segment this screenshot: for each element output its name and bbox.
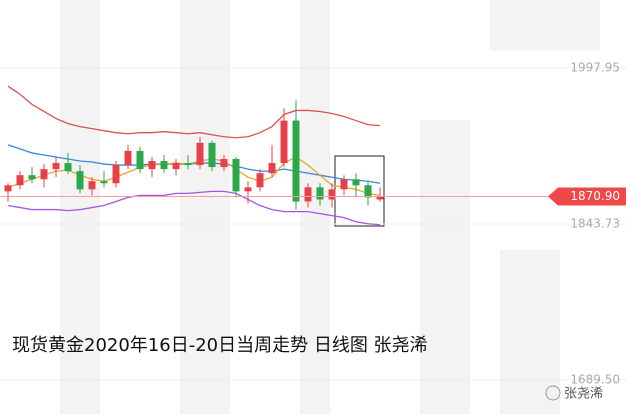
- chart-title: 现货黄金2020年16日-20日当周走势 日线图 张尧浠: [12, 335, 428, 356]
- candle-body: [16, 175, 24, 186]
- candle-body: [160, 161, 168, 170]
- candle-body: [64, 163, 72, 172]
- candle-body: [184, 163, 192, 166]
- candle-body: [76, 171, 84, 190]
- candle-body: [316, 187, 324, 200]
- candle-body: [340, 179, 348, 190]
- candle-body: [100, 181, 108, 184]
- candle-body: [280, 120, 288, 164]
- candle-body: [136, 150, 144, 170]
- y-tick-label: 1689.50: [570, 373, 620, 387]
- candle-body: [40, 169, 48, 180]
- indicator-line: [7, 85, 381, 139]
- candle-body: [232, 159, 240, 192]
- candle-body: [220, 159, 228, 168]
- candle-body: [4, 185, 12, 192]
- candle-body: [172, 163, 180, 170]
- watermark-icon: [545, 385, 561, 401]
- candle-body: [268, 163, 276, 174]
- background-decoration: [60, 0, 600, 414]
- candle-body: [88, 181, 96, 190]
- y-tick-label: 1997.95: [570, 61, 620, 75]
- last-price-tag: [548, 187, 626, 206]
- candle-body: [112, 165, 120, 184]
- candle-body: [28, 175, 36, 180]
- candle-body: [208, 142, 216, 168]
- y-tick-label: 1843.73: [570, 217, 620, 231]
- candle-body: [352, 179, 360, 186]
- candle-body: [292, 120, 300, 202]
- candle-body: [244, 187, 252, 192]
- candle-body: [376, 196, 384, 200]
- candle-body: [124, 150, 132, 166]
- indicator-line: [7, 190, 381, 226]
- candle-body: [52, 163, 60, 170]
- last-price-label: 1870.90: [570, 189, 620, 203]
- candle-body: [148, 161, 156, 170]
- candle-body: [196, 142, 204, 166]
- candle-body: [328, 189, 336, 200]
- indicator-line: [7, 144, 381, 184]
- watermark: 张尧浠: [564, 387, 603, 402]
- candle-body: [364, 185, 372, 198]
- candle-body: [304, 187, 312, 202]
- candle-body: [256, 173, 264, 188]
